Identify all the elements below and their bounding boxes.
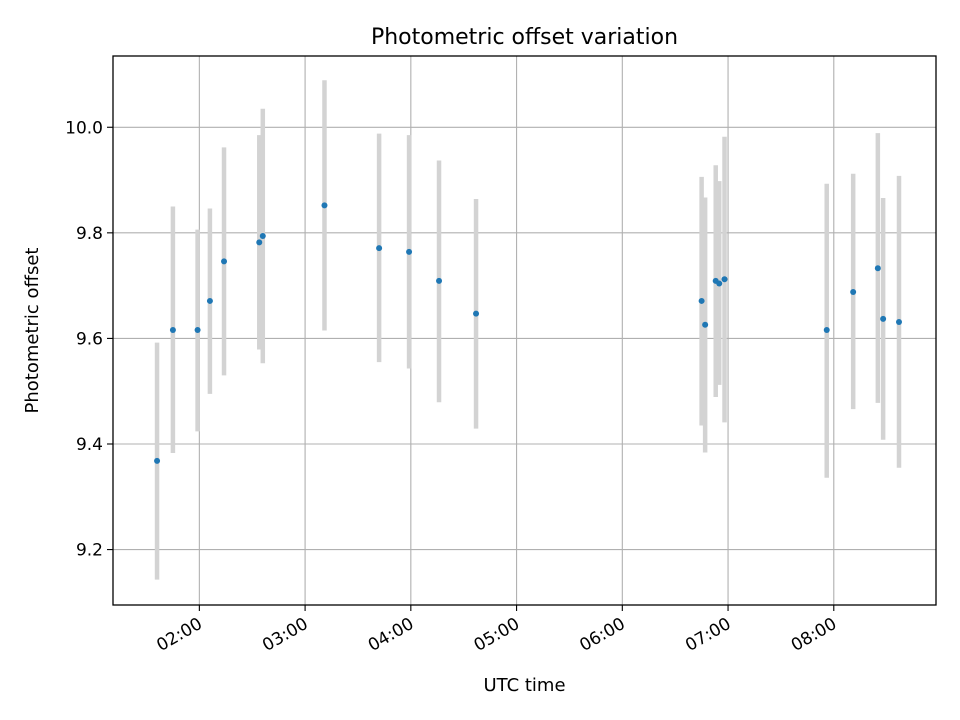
y-tick-label: 10.0: [65, 118, 103, 138]
data-points: [154, 202, 902, 464]
data-point: [874, 265, 881, 272]
data-point: [169, 326, 176, 333]
y-axis: 9.2 9.4 9.6 9.8 10.0: [65, 118, 113, 561]
data-point: [850, 288, 857, 295]
y-tick-label: 9.2: [76, 541, 103, 561]
data-point: [406, 248, 413, 255]
chart-title: Photometric offset variation: [371, 25, 678, 50]
data-point: [436, 277, 443, 284]
data-point: [256, 239, 263, 246]
data-point: [154, 457, 161, 464]
y-tick-label: 9.8: [76, 224, 103, 244]
data-point: [194, 326, 201, 333]
y-tick-label: 9.6: [76, 329, 103, 349]
data-point: [321, 202, 328, 209]
data-point: [702, 321, 709, 328]
x-axis-label: UTC time: [483, 675, 565, 696]
data-point: [206, 297, 213, 304]
data-point: [376, 245, 383, 252]
data-point: [221, 258, 228, 265]
data-point: [716, 280, 723, 287]
data-point: [259, 233, 266, 240]
plot-frame: [112, 55, 937, 606]
data-point: [698, 297, 705, 304]
y-tick-label: 9.4: [76, 435, 103, 455]
data-point: [823, 326, 830, 333]
data-point: [880, 315, 887, 322]
data-point: [721, 276, 728, 283]
data-point: [473, 310, 480, 317]
data-point: [895, 319, 902, 326]
y-axis-label: Photometric offset: [22, 248, 43, 414]
